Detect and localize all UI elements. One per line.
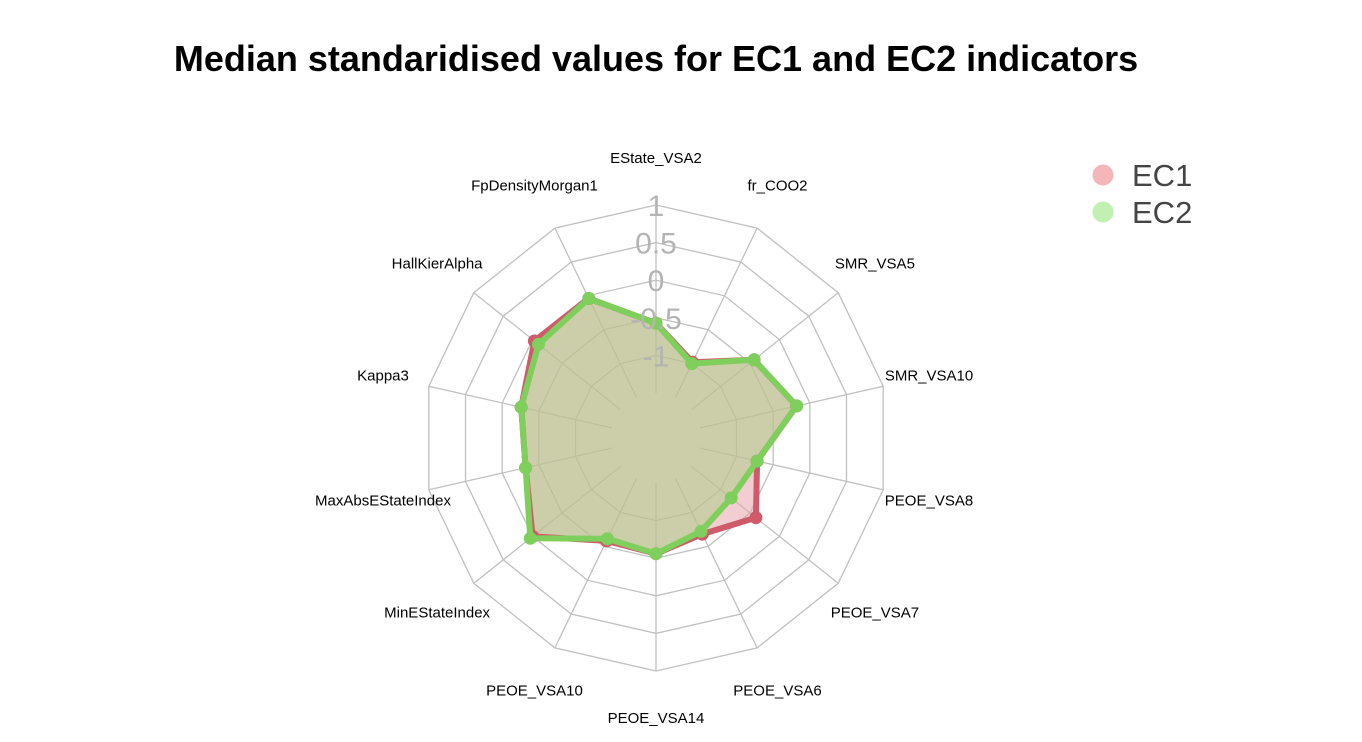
axis-label-hallkieralpha: HallKierAlpha <box>392 255 484 272</box>
data-point-ec2-peoe-vsa6 <box>694 524 708 538</box>
axis-label-peoe-vsa6: PEOE_VSA6 <box>733 682 821 699</box>
axis-labels: EState_VSA2 fr_COO2 SMR_VSA5 SMR_VSA10 PEOE_… <box>315 150 973 727</box>
ring-label: -1 <box>643 340 670 373</box>
data-point-ec2-kappa3 <box>514 400 528 414</box>
axis-label-smr-vsa5: SMR_VSA5 <box>835 255 915 272</box>
data-point-ec2-peoe-vsa8 <box>750 454 764 468</box>
axis-label-peoe-vsa7: PEOE_VSA7 <box>831 605 919 622</box>
data-point-ec2-fpdensitymorgan1 <box>582 292 596 305</box>
legend-swatch-ec1 <box>1092 164 1114 186</box>
data-point-ec2-peoe-vsa7 <box>724 491 738 505</box>
axis-label-peoe-vsa14: PEOE_VSA14 <box>608 710 705 727</box>
chart-title: Median standaridised values for EC1 and … <box>174 38 1138 79</box>
ring-label: 0 <box>648 265 665 298</box>
axis-label-peoe-vsa8: PEOE_VSA8 <box>885 492 973 509</box>
axis-label-minestateindex: MinEStateIndex <box>384 605 490 622</box>
axis-label-kappa3: Kappa3 <box>357 368 409 385</box>
legend-label-ec2: EC2 <box>1132 195 1192 230</box>
axis-label-estate-vsa2: EState_VSA2 <box>610 150 702 167</box>
data-point-ec2-hallkieralpha <box>532 337 545 351</box>
ring-label: 1 <box>648 190 665 223</box>
ring-label: -0.5 <box>630 303 682 336</box>
axis-label-fr-coo2: fr_COO2 <box>747 178 807 195</box>
ring-labels: -1 -0.5 0 0.5 1 <box>630 190 682 373</box>
data-point-ec2-peoe-vsa14 <box>649 547 663 561</box>
axis-label-smr-vsa10: SMR_VSA10 <box>885 368 973 385</box>
series-layer <box>514 292 804 561</box>
data-point-ec2-minestateindex <box>523 531 537 545</box>
data-point-ec2-fr-coo2 <box>685 357 699 371</box>
data-point-ec1-peoe-vsa7 <box>749 511 763 525</box>
axis-label-peoe-vsa10: PEOE_VSA10 <box>486 682 583 699</box>
data-point-ec2-estate-vsa2 <box>649 316 663 330</box>
legend-label-ec1: EC1 <box>1132 158 1192 193</box>
axis-label-maxabsestateindex: MaxAbsEStateIndex <box>315 492 451 509</box>
data-point-ec2-smr-vsa10 <box>790 399 804 413</box>
axis-label-fpdensitymorgan1: FpDensityMorgan1 <box>471 178 598 195</box>
legend-swatch-ec2 <box>1092 201 1114 223</box>
ring-label: 0.5 <box>635 228 677 261</box>
data-point-ec2-maxabsestateindex <box>519 461 533 475</box>
data-point-ec2-smr-vsa5 <box>747 353 761 367</box>
data-point-ec2-peoe-vsa10 <box>600 532 614 546</box>
